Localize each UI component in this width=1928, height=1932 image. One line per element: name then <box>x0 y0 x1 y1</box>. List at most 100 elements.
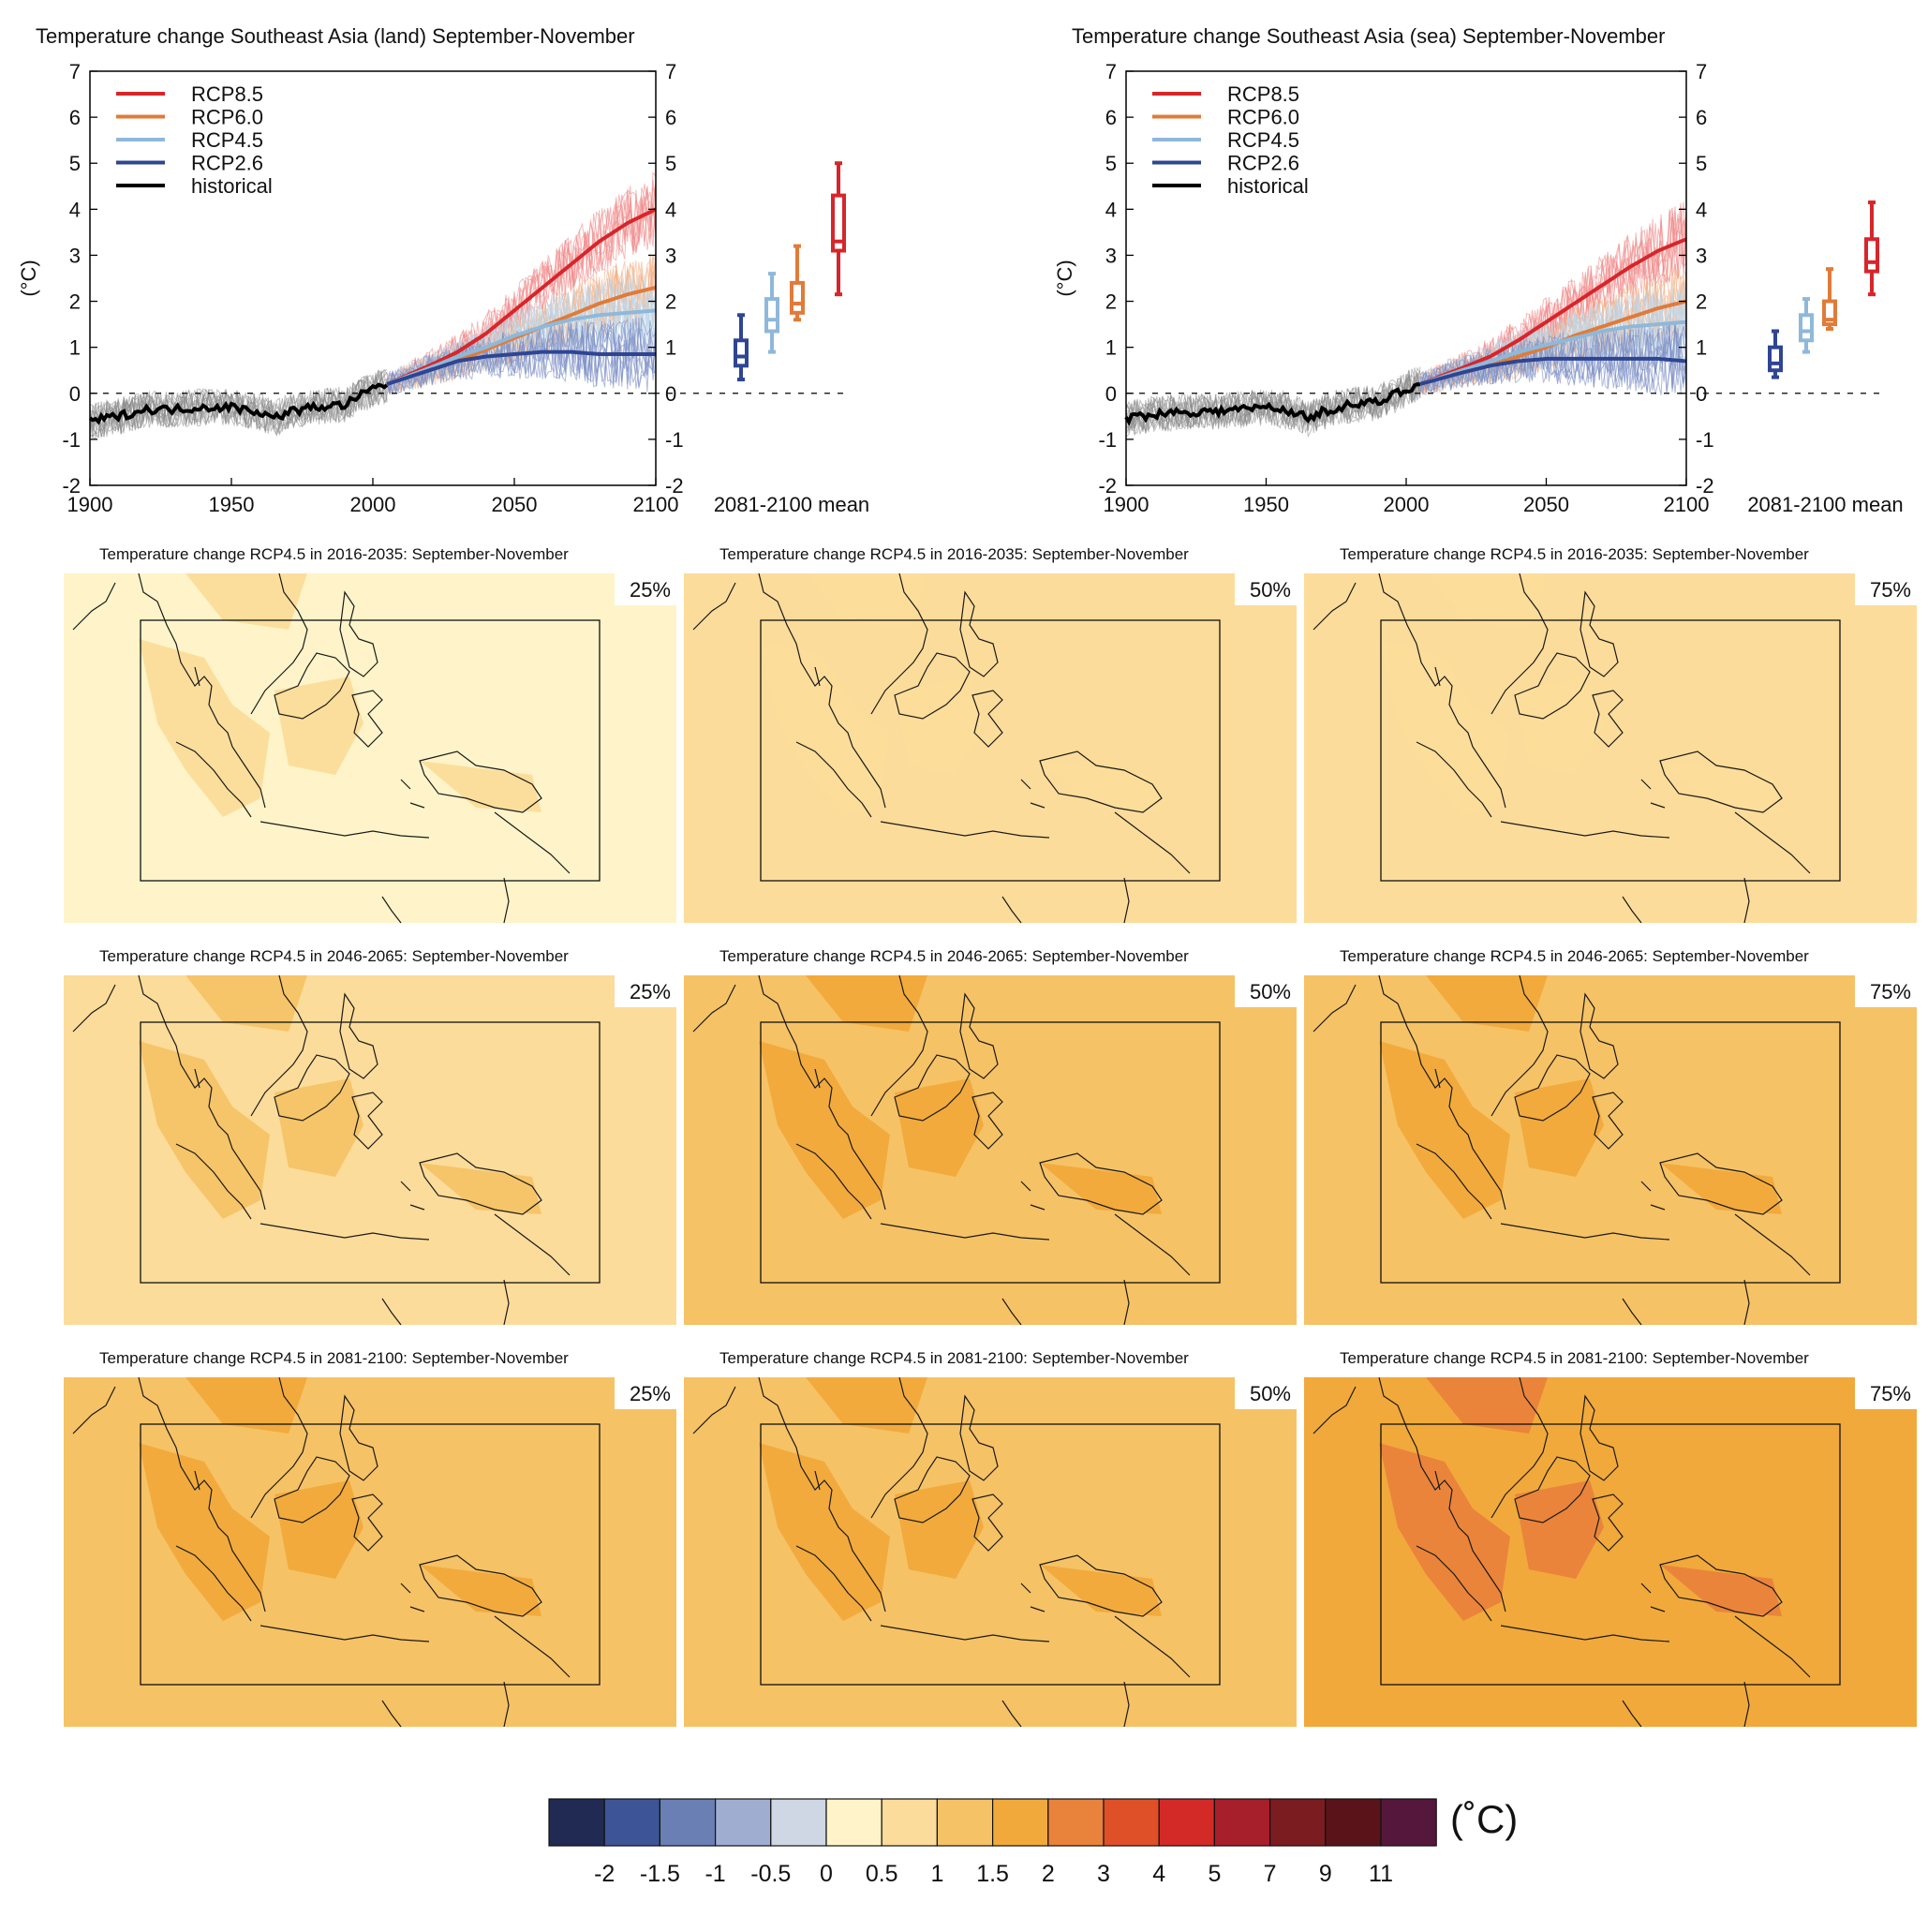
legend-label: RCP4.5 <box>191 128 263 152</box>
series-rcp85-line <box>1419 237 1687 386</box>
map-contour-patch <box>274 1480 363 1579</box>
coastline <box>1039 1152 1163 1215</box>
colorbar-tick-label: -2 <box>594 1861 615 1887</box>
y-tick-label-right: 0 <box>1696 382 1707 406</box>
boxplot-label: 2081-2100 mean <box>1747 493 1903 516</box>
legend-label: historical <box>1227 174 1309 198</box>
coastline <box>758 572 886 809</box>
map-background <box>1304 573 1917 923</box>
y-tick-label-left: 4 <box>69 198 81 221</box>
coastline <box>494 1213 571 1276</box>
ensemble-historical-line <box>1125 369 1421 435</box>
percentile-label: 25% <box>630 980 671 1003</box>
percentile-label-bg <box>1235 975 1297 1007</box>
coastline <box>250 572 308 715</box>
ensemble-member-line <box>1419 207 1687 391</box>
percentile-label-bg <box>1235 1377 1297 1409</box>
series-rcp26-line <box>386 349 656 386</box>
x-tick-label: 2000 <box>350 493 396 516</box>
map-title: Temperature change RCP4.5 in 2081-2100: … <box>99 1349 569 1367</box>
map-background <box>684 1377 1297 1727</box>
boxplot-rcp85 <box>1864 200 1879 297</box>
map-contour-patch <box>806 975 927 1032</box>
coastline <box>138 572 266 809</box>
coastline <box>194 1470 200 1491</box>
boxplot-label: 2081-2100 mean <box>714 493 869 516</box>
y-tick-label-right: 6 <box>665 106 676 129</box>
map-panel: 50% <box>684 572 1297 924</box>
map-title: Temperature change RCP4.5 in 2046-2065: … <box>719 947 1189 965</box>
coastline <box>1579 1394 1619 1481</box>
map-background <box>1304 1377 1917 1727</box>
coastline <box>1378 572 1506 809</box>
colorbar-swatch <box>936 1798 994 1847</box>
y-tick-label-right: 1 <box>1696 336 1707 360</box>
coastline <box>138 974 266 1211</box>
coastline <box>419 1152 542 1215</box>
y-tick-label-left: 0 <box>1105 382 1117 406</box>
coastline <box>758 974 886 1211</box>
map-panel: 25% <box>64 974 676 1326</box>
x-tick-label: 2100 <box>1664 493 1710 516</box>
y-axis-label: (°C) <box>17 260 40 296</box>
y-tick-label-right: 7 <box>665 60 676 83</box>
coastline <box>1001 896 1022 924</box>
coastline <box>880 1223 1050 1241</box>
coastline <box>758 1376 886 1612</box>
x-tick-label: 2000 <box>1384 493 1430 516</box>
y-tick-label-right: 1 <box>665 336 676 360</box>
coastline <box>1039 1554 1163 1617</box>
map-contour-patch <box>806 1377 927 1434</box>
y-tick-label-left: 6 <box>69 106 81 129</box>
coastline <box>1514 1456 1591 1523</box>
map-contour-patch <box>1379 1443 1510 1621</box>
map-panel: 50% <box>684 974 1297 1326</box>
coastline <box>1579 590 1619 677</box>
coastline <box>894 1054 971 1122</box>
y-tick-label-left: -2 <box>1098 474 1117 498</box>
map-contour-patch <box>1426 1377 1548 1434</box>
coastline <box>409 1204 425 1211</box>
coastline <box>1378 974 1506 1211</box>
percentile-label-bg <box>1855 975 1917 1007</box>
coastline <box>194 1068 200 1089</box>
colorbar-swatch <box>548 1798 605 1847</box>
colorbar-swatch <box>1380 1798 1437 1847</box>
coastline <box>400 1181 411 1192</box>
coastline <box>138 1376 266 1612</box>
y-tick-label-right: 2 <box>1696 290 1707 314</box>
colorbar-swatch <box>659 1798 717 1847</box>
coastline <box>1030 1606 1046 1612</box>
map-contour-patch <box>274 1078 363 1177</box>
coastline <box>260 821 430 839</box>
boxplot-rcp60 <box>1822 267 1837 332</box>
percentile-label: 50% <box>1250 1382 1291 1405</box>
y-tick-label-left: 3 <box>69 244 81 267</box>
coastline <box>400 1583 411 1594</box>
y-tick-label-left: 2 <box>69 290 81 314</box>
coastline <box>274 652 350 720</box>
coastline <box>1622 1298 1642 1326</box>
percentile-label-bg <box>615 573 676 605</box>
map-contour-patch <box>139 1041 270 1219</box>
ensemble-members <box>1125 201 1687 438</box>
coastline <box>1313 1386 1357 1434</box>
x-tick-label: 1950 <box>1243 493 1289 516</box>
colorbar-swatch <box>1047 1798 1105 1847</box>
coastline <box>814 666 821 687</box>
coastline <box>503 1681 510 1728</box>
coastline <box>814 1470 821 1491</box>
coastline <box>692 984 736 1033</box>
colorbar-tick-label: 1.5 <box>976 1861 1009 1887</box>
y-tick-label-left: 2 <box>1105 290 1117 314</box>
y-tick-label-right: 2 <box>665 290 676 314</box>
coastline <box>1734 1213 1811 1276</box>
map-panel: 75% <box>1304 572 1917 924</box>
map-panel: 50% <box>684 1376 1297 1728</box>
y-tick-label-left: 4 <box>1105 198 1117 221</box>
y-tick-label-left: -2 <box>62 474 81 498</box>
x-tick-label: 2050 <box>492 493 538 516</box>
coastline <box>1114 811 1191 874</box>
coastline <box>260 1223 430 1241</box>
legend-label: historical <box>191 174 273 198</box>
